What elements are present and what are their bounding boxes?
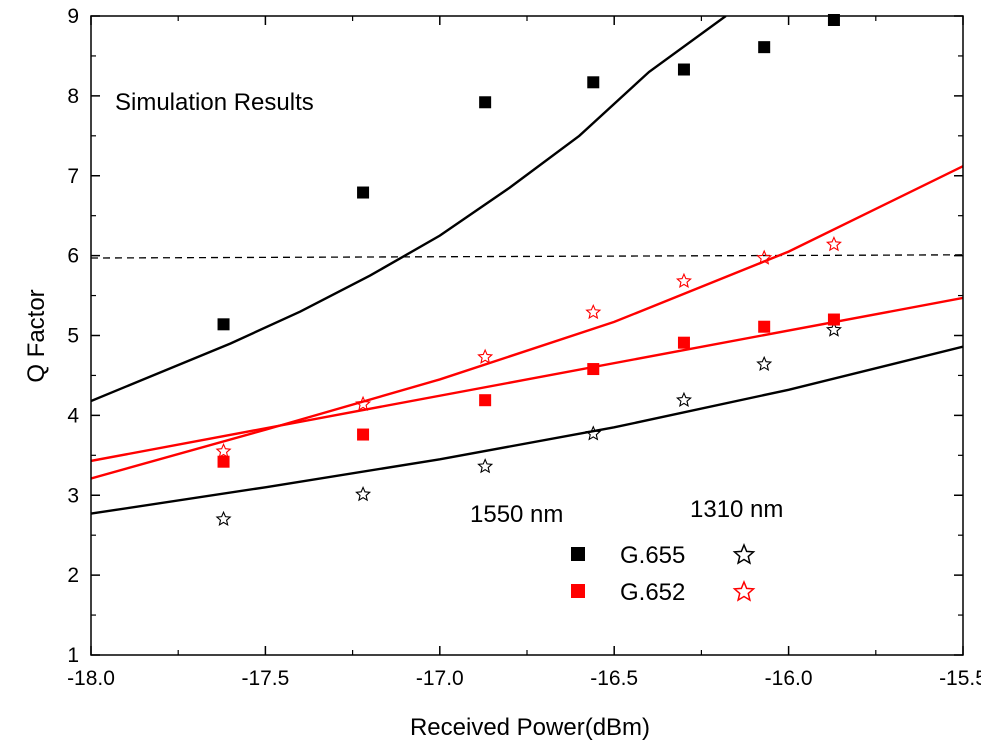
x-tick-label: -16.0 [765, 667, 813, 690]
y-tick-label: 7 [67, 165, 79, 188]
point-g655-1550 [479, 96, 492, 109]
point-g652-1550 [758, 320, 771, 333]
y-tick-label: 6 [67, 245, 79, 268]
legend: G.655 G.652 [571, 542, 756, 606]
point-g652-1310 [477, 348, 494, 364]
x-tick-label: -17.5 [241, 667, 289, 690]
point-g655-1310 [355, 486, 372, 502]
point-g655-1310 [675, 391, 692, 407]
point-g652-1550 [587, 363, 600, 376]
point-g655-1550 [357, 186, 370, 199]
x-tick-label: -15.5 [939, 667, 981, 690]
point-g655-1550 [758, 41, 771, 54]
x-tick-label: -18.0 [67, 667, 115, 690]
point-g652-1310 [355, 395, 372, 411]
point-g655-1310 [825, 321, 842, 337]
wavelength-1310-label: 1310 nm [690, 496, 783, 523]
y-tick-label: 2 [67, 564, 79, 587]
y-tick-label: 5 [67, 325, 79, 348]
y-tick-label: 4 [67, 404, 79, 427]
point-g652-1310 [675, 272, 692, 288]
axes: -18.0 -17.5 -17.0 -16.5 -16.0 -15.5 1 2 3 4 5 6 7 8 9 [67, 5, 981, 690]
point-g652-1550 [217, 455, 230, 468]
point-g652-1550 [827, 313, 840, 326]
point-g652-1550 [357, 428, 370, 441]
legend-g652-1310-marker [732, 580, 756, 602]
simulation-results-label: Simulation Results [115, 89, 314, 116]
point-g655-1550 [677, 63, 690, 76]
y-axis-title: Q Factor [23, 289, 50, 382]
point-g655-1550 [827, 13, 840, 26]
legend-g655-1550-marker [571, 547, 585, 561]
point-g655-1550 [587, 76, 600, 89]
wavelength-1550-label: 1550 nm [470, 501, 563, 528]
point-g652-1310 [585, 303, 602, 320]
point-g652-1550 [479, 394, 492, 407]
legend-g652-label: G.652 [620, 579, 685, 606]
legend-g655-label: G.655 [620, 542, 685, 569]
fit-curve-g652-1550 [91, 296, 963, 463]
threshold-line [90, 254, 964, 259]
y-tick-label: 8 [67, 85, 79, 108]
point-g655-1310 [756, 355, 773, 372]
point-g652-1550 [677, 336, 690, 349]
point-g655-1550 [217, 318, 230, 331]
point-g652-1310 [825, 236, 842, 252]
point-g655-1310 [215, 510, 232, 527]
legend-g655-1310-marker [732, 543, 756, 565]
x-axis-title: Received Power(dBm) [410, 714, 650, 741]
legend-g652-1550-marker [571, 584, 585, 598]
fit-curves [91, 16, 963, 515]
x-tick-label: -16.5 [590, 667, 638, 690]
fit-curve-g655-1310 [91, 345, 963, 515]
plot-area [90, 254, 964, 259]
point-g652-1310 [756, 249, 773, 265]
x-tick-label: -17.0 [416, 667, 464, 690]
fit-curve-g655-1550 [91, 16, 727, 403]
point-g652-1310 [215, 442, 232, 459]
y-tick-label: 3 [67, 484, 79, 507]
y-tick-label: 1 [67, 644, 79, 667]
fit-curve-g652-1310 [91, 165, 963, 480]
y-tick-label: 9 [67, 5, 79, 28]
point-g655-1310 [585, 425, 602, 441]
point-g655-1310 [477, 458, 494, 474]
data-markers [215, 13, 842, 527]
